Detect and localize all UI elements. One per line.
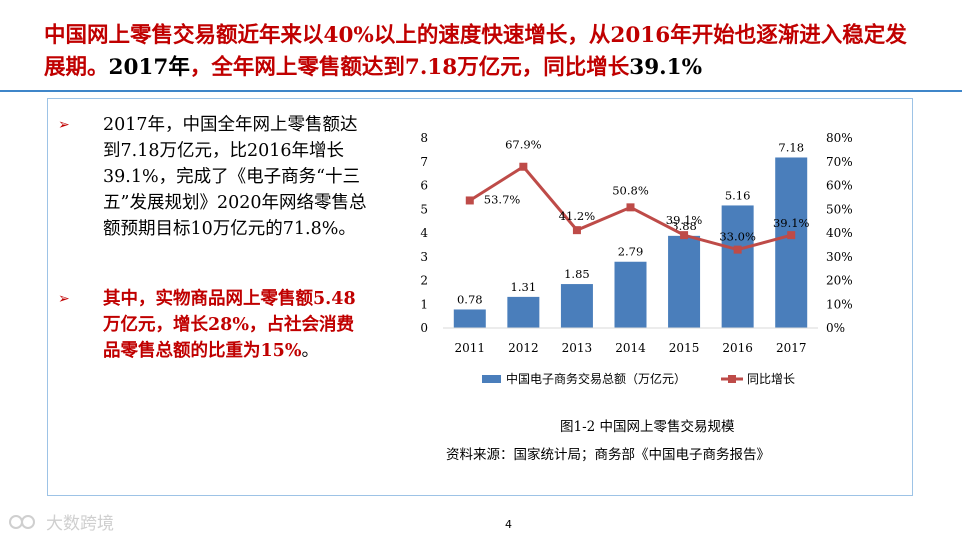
bar-2011: [453, 309, 486, 328]
x-tick-label: 2016: [722, 341, 753, 355]
chart-caption: 图1-2 中国网上零售交易规模: [560, 419, 735, 435]
title-part-3: 2017年: [108, 55, 190, 80]
x-tick-label: 2013: [562, 341, 593, 355]
y-right-tick-label: 20%: [826, 274, 853, 288]
x-tick-label: 2014: [615, 341, 646, 355]
growth-marker-2015: [680, 231, 689, 240]
bullet-text-bold: 其中，实物商品网上零售额5.48万亿元，增长28%，占社会消费品零售总额的比重为…: [103, 289, 356, 361]
y-left-tick-label: 2: [420, 274, 428, 288]
y-right-tick-label: 60%: [826, 179, 853, 193]
growth-value-label: 39.1%: [666, 213, 703, 227]
bar-2012: [507, 296, 540, 328]
y-right-tick-label: 30%: [826, 250, 853, 264]
title-part-2: 近年来以40%以上的速度快速增长，从2016年开始也逐渐进入稳定发展期。: [44, 23, 907, 80]
bar-value-label: 2.79: [618, 245, 644, 259]
bar-value-label: 5.16: [725, 188, 751, 202]
bar-value-label: 0.78: [457, 292, 483, 306]
x-tick-label: 2017: [776, 341, 807, 355]
growth-marker-2016: [733, 245, 742, 254]
growth-marker-2013: [572, 226, 581, 235]
growth-marker-2012: [519, 162, 528, 171]
y-left-tick-label: 1: [420, 297, 428, 311]
bullet-text-summary: 2017年，中国全年网上零售额达到7.18万亿元，比2016年增长39.1%，完…: [103, 115, 367, 239]
y-right-tick-label: 50%: [826, 202, 853, 216]
y-left-tick-label: 0: [420, 321, 428, 335]
bar-2016: [721, 205, 754, 328]
bar-value-label: 7.18: [778, 140, 804, 154]
bullet-item-summary: ➢ 2017年，中国全年网上零售额达到7.18万亿元，比2016年增长39.1%…: [58, 112, 368, 242]
slide-title: 中国网上零售交易额近年来以40%以上的速度快速增长，从2016年开始也逐渐进入稳…: [44, 20, 924, 84]
growth-value-label: 50.8%: [612, 183, 649, 197]
legend-bar-swatch: [482, 375, 501, 383]
y-right-tick-label: 10%: [826, 297, 853, 311]
title-divider: [0, 90, 962, 92]
y-right-tick-label: 70%: [826, 155, 853, 169]
y-left-tick-label: 8: [420, 131, 428, 145]
bullet-text-tail: 。: [301, 341, 319, 361]
legend-line-label: 同比增长: [747, 372, 795, 386]
bullet-arrow-icon: ➢: [58, 291, 70, 307]
x-tick-label: 2015: [669, 341, 700, 355]
growth-value-label: 39.1%: [773, 216, 810, 230]
bullet-arrow-icon: ➢: [58, 117, 70, 133]
growth-value-label: 53.7%: [484, 192, 521, 206]
y-left-tick-label: 4: [420, 226, 428, 240]
bar-value-label: 3.88: [671, 219, 697, 233]
y-left-tick-label: 3: [420, 250, 428, 264]
bar-2017: [775, 157, 808, 328]
growth-value-label: 67.9%: [505, 138, 542, 152]
title-part-1: 中国网上零售交易额: [44, 23, 238, 48]
bullet-item-physical-goods: ➢ 其中，实物商品网上零售额5.48万亿元，增长28%，占社会消费品零售总额的比…: [58, 286, 368, 364]
bar-2014: [614, 261, 647, 328]
y-left-tick-label: 6: [420, 179, 428, 193]
page-number: 4: [505, 518, 512, 531]
title-part-5: 39.1%: [629, 55, 703, 80]
watermark: 大数跨境: [8, 509, 114, 534]
y-left-tick-label: 7: [420, 155, 428, 169]
title-part-4: ，全年网上零售额达到7.18万亿元，同比增长: [189, 55, 630, 80]
y-left-tick-label: 5: [420, 202, 428, 216]
chart-source: 资料来源：国家统计局；商务部《中国电子商务报告》: [446, 447, 770, 463]
bar-value-label: 1.31: [511, 280, 537, 294]
bar-2013: [560, 284, 593, 328]
growth-value-label: 33.0%: [719, 230, 756, 244]
growth-marker-2011: [465, 196, 474, 205]
x-tick-label: 2011: [455, 341, 486, 355]
y-right-tick-label: 40%: [826, 226, 853, 240]
watermark-text: 大数跨境: [46, 514, 114, 534]
bar-value-label: 1.85: [564, 267, 590, 281]
legend-bar-label: 中国电子商务交易总额（万亿元）: [506, 371, 686, 386]
watermark-logo-icon: [9, 514, 35, 529]
growth-value-label: 41.2%: [559, 209, 596, 223]
growth-marker-2017: [787, 231, 796, 240]
growth-marker-2014: [626, 203, 635, 212]
content-frame: [47, 98, 913, 496]
legend-line-marker: [728, 375, 736, 383]
y-right-tick-label: 0%: [826, 321, 845, 335]
x-tick-label: 2012: [508, 341, 539, 355]
y-right-tick-label: 80%: [826, 131, 853, 145]
bar-2015: [668, 235, 701, 328]
bullet-text-physical-goods: 其中，实物商品网上零售额5.48万亿元，增长28%，占社会消费品零售总额的比重为…: [103, 286, 368, 364]
